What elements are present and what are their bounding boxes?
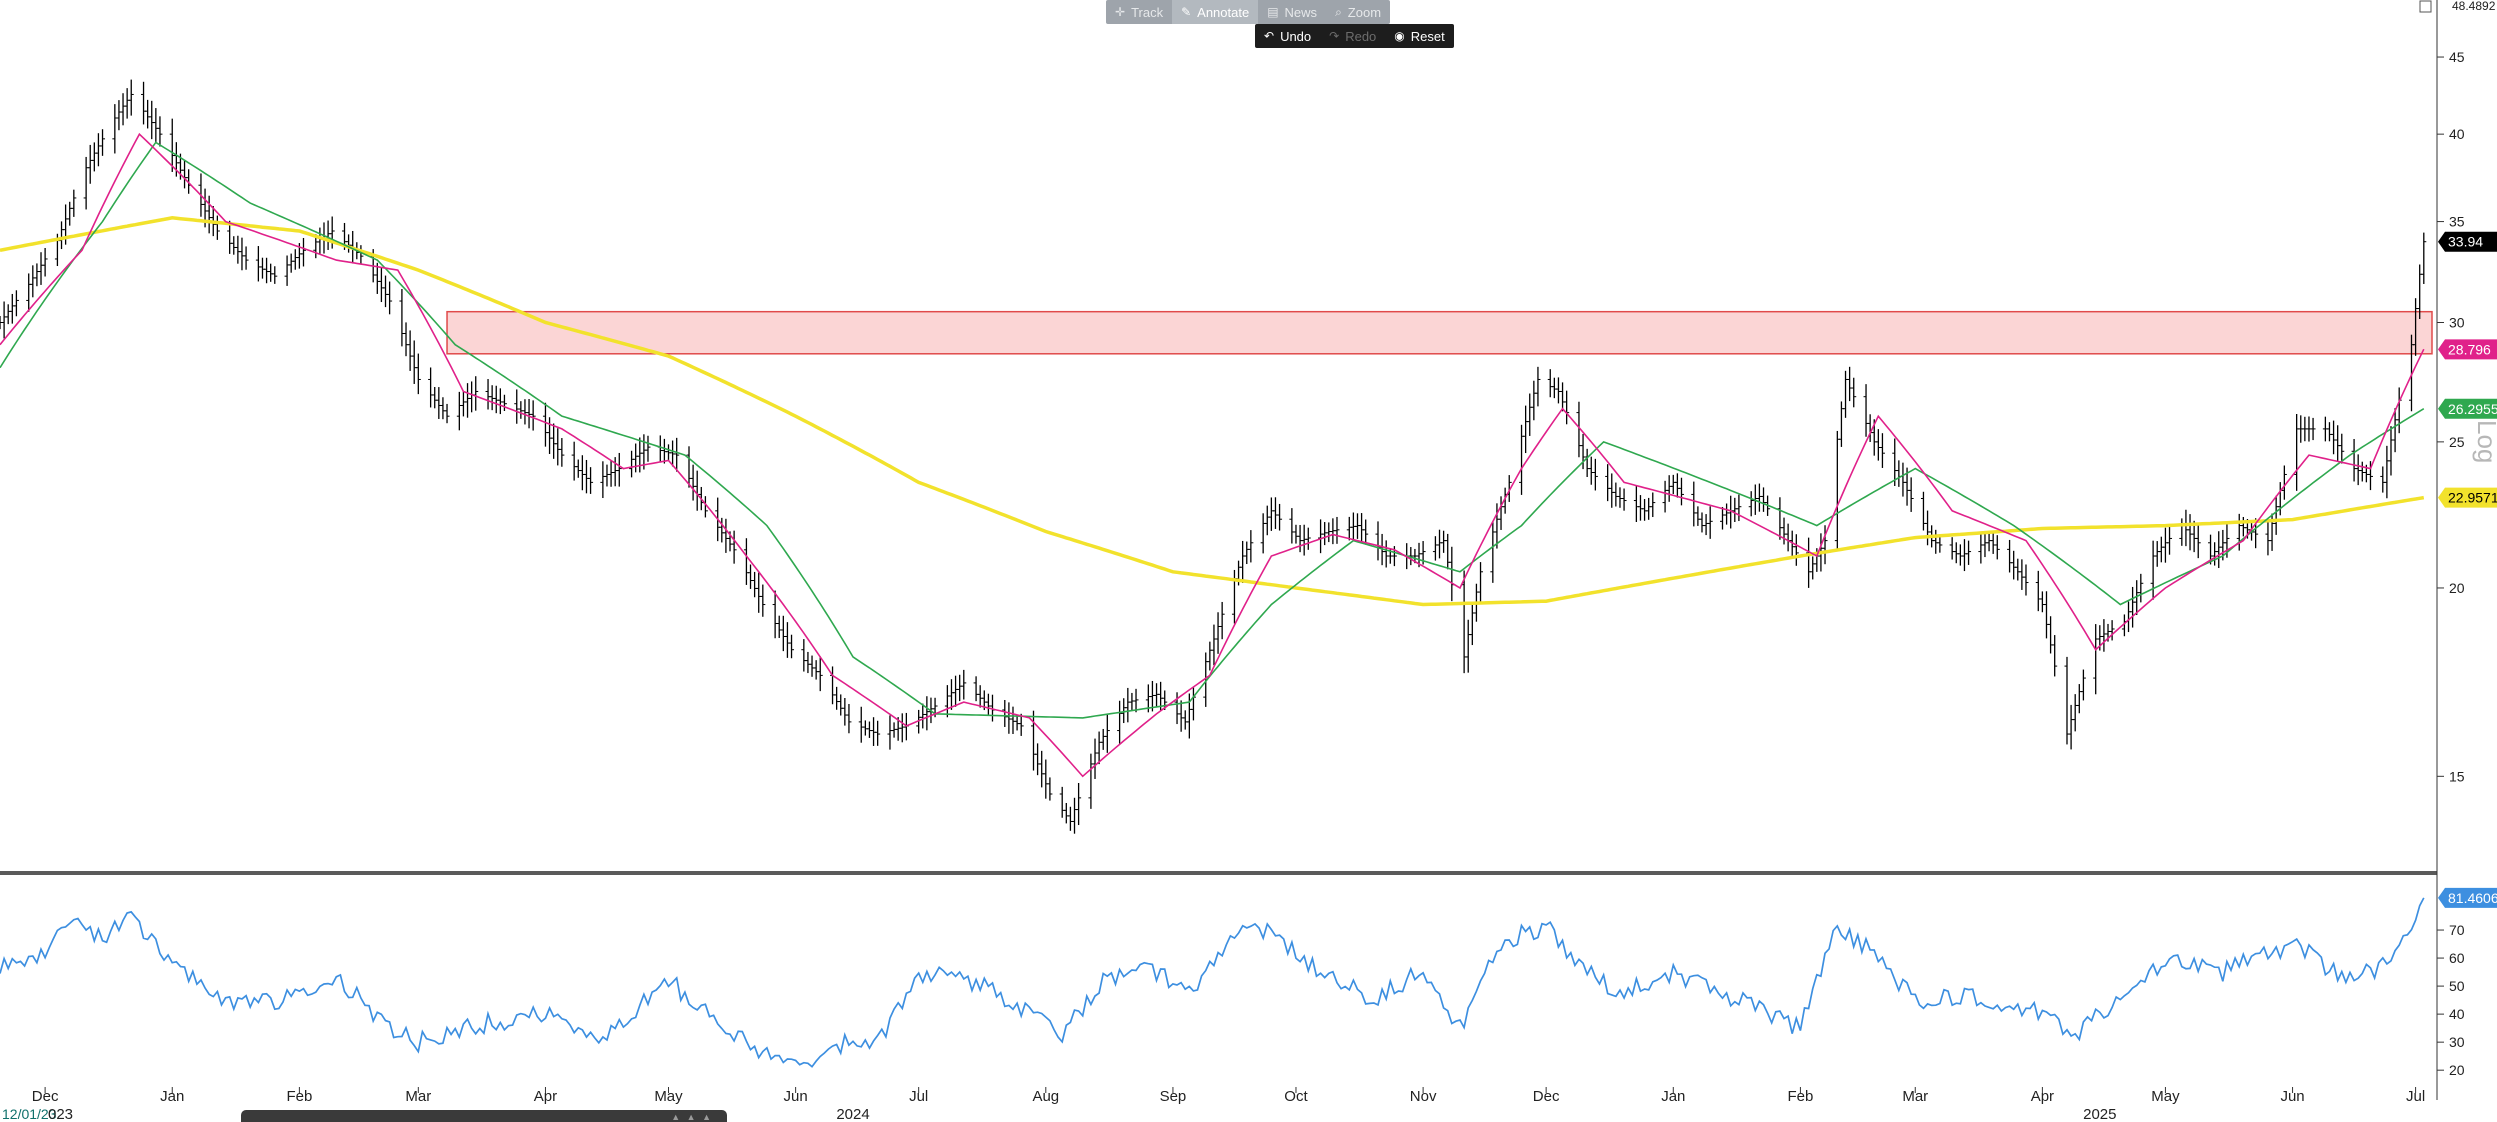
track-button[interactable]: ✛ Track	[1115, 4, 1164, 20]
pencil-icon: ✎	[1181, 5, 1192, 19]
year-label: 2024	[836, 1106, 869, 1122]
price-tick-label: 15	[2449, 768, 2465, 784]
price-tick-label: 35	[2449, 214, 2465, 230]
month-tick-label: Jun	[2280, 1088, 2304, 1105]
month-tick-label: Jan	[1661, 1088, 1685, 1105]
month-tick-label: Nov	[1410, 1088, 1437, 1105]
rsi-value-label: 81.4606	[2448, 890, 2497, 906]
price-tick-label: 20	[2449, 580, 2465, 596]
rsi-value-tag	[2438, 887, 2497, 908]
year-label: 2025	[2083, 1106, 2116, 1122]
moving-average-fast-line	[0, 132, 2425, 778]
price-value-tag	[2438, 231, 2497, 252]
price-value-label: 22.9571	[2448, 490, 2497, 506]
redo-button[interactable]: ↷ Redo	[1329, 28, 1377, 44]
moving-average-mid-line	[0, 141, 2425, 719]
month-tick-label: Jul	[909, 1088, 928, 1105]
log-scale-label: Log	[2472, 420, 2497, 463]
month-tick-label: Mar	[1902, 1088, 1928, 1105]
rsi-tick-label: 20	[2449, 1062, 2465, 1078]
price-value-label: 33.94	[2448, 234, 2483, 250]
month-tick-label: Sep	[1160, 1088, 1187, 1105]
magnifier-icon: ⌕	[1335, 4, 1342, 19]
month-tick-label: Aug	[1032, 1088, 1059, 1105]
month-tick-label: Dec	[1533, 1088, 1560, 1105]
rsi-panel	[0, 897, 2425, 1068]
scroll-grip-icon: ▲ ▲ ▲	[671, 1112, 713, 1122]
month-tick-label: Jul	[2406, 1088, 2425, 1105]
rsi-tick-label: 50	[2449, 978, 2465, 994]
annotate-button[interactable]: ✎ Annotate	[1172, 0, 1259, 24]
resistance-zone	[446, 310, 2433, 355]
month-tick-label: Oct	[1284, 1088, 1308, 1105]
month-tick-label: Jun	[784, 1088, 808, 1105]
moving-average-layer	[0, 132, 2425, 778]
month-tick-label: Apr	[534, 1088, 557, 1105]
value-tag-layer: 33.94 28.796 26.2955 22.9571 81.4606	[2438, 231, 2497, 908]
news-button[interactable]: ▤ News	[1267, 4, 1318, 20]
price-tick-label: 45	[2449, 49, 2465, 65]
price-tick-label: 30	[2449, 314, 2465, 330]
month-tick-label: May	[2151, 1088, 2180, 1105]
resistance-zone-layer	[446, 310, 2433, 355]
reset-icon: ◉	[1394, 29, 1405, 43]
redo-icon: ↷	[1329, 29, 1340, 43]
month-tick-label: Jan	[160, 1088, 184, 1105]
panel-icon	[2419, 0, 2432, 13]
month-tick-label: Dec	[32, 1088, 59, 1105]
month-tick-label: May	[654, 1088, 683, 1105]
edit-toolbar: ↶ Undo ↷ Redo ◉ Reset	[1255, 24, 1454, 48]
rsi-tick-label: 70	[2449, 922, 2465, 938]
reset-button[interactable]: ◉ Reset	[1394, 28, 1445, 44]
price-value-label: 26.2955	[2448, 401, 2497, 417]
start-date-label: 12/01/23	[2, 1106, 57, 1122]
crosshair-icon: ✛	[1115, 5, 1126, 19]
time-scrollbar[interactable]: ▲ ▲ ▲	[241, 1110, 727, 1122]
rsi-tick-label: 60	[2449, 950, 2465, 966]
chart-mode-toolbar: ✛ Track ✎ Annotate ▤ News ⌕ Zoom	[1106, 0, 1391, 24]
zoom-button[interactable]: ⌕ Zoom	[1335, 4, 1382, 20]
undo-icon: ↶	[1264, 29, 1275, 43]
month-tick-label: Feb	[1787, 1088, 1813, 1105]
price-value-tag	[2438, 339, 2497, 360]
news-icon: ▤	[1267, 5, 1279, 19]
rsi-tick-label: 40	[2449, 1006, 2465, 1022]
undo-button[interactable]: ↶ Undo	[1264, 28, 1312, 44]
price-value-label: 28.796	[2448, 341, 2491, 357]
rsi-tick-label: 30	[2449, 1034, 2465, 1050]
start-year-label: 023	[48, 1106, 73, 1122]
price-tick-label: 40	[2449, 126, 2465, 142]
price-value-tag	[2438, 398, 2497, 419]
top-value-label: 48.4892	[2452, 0, 2496, 13]
month-tick-label: Apr	[2031, 1088, 2054, 1105]
rsi-line	[0, 897, 2425, 1068]
month-tick-label: Feb	[286, 1088, 312, 1105]
price-tick-label: 25	[2449, 434, 2465, 450]
month-tick-label: Mar	[405, 1088, 431, 1105]
price-value-tag	[2438, 487, 2497, 508]
